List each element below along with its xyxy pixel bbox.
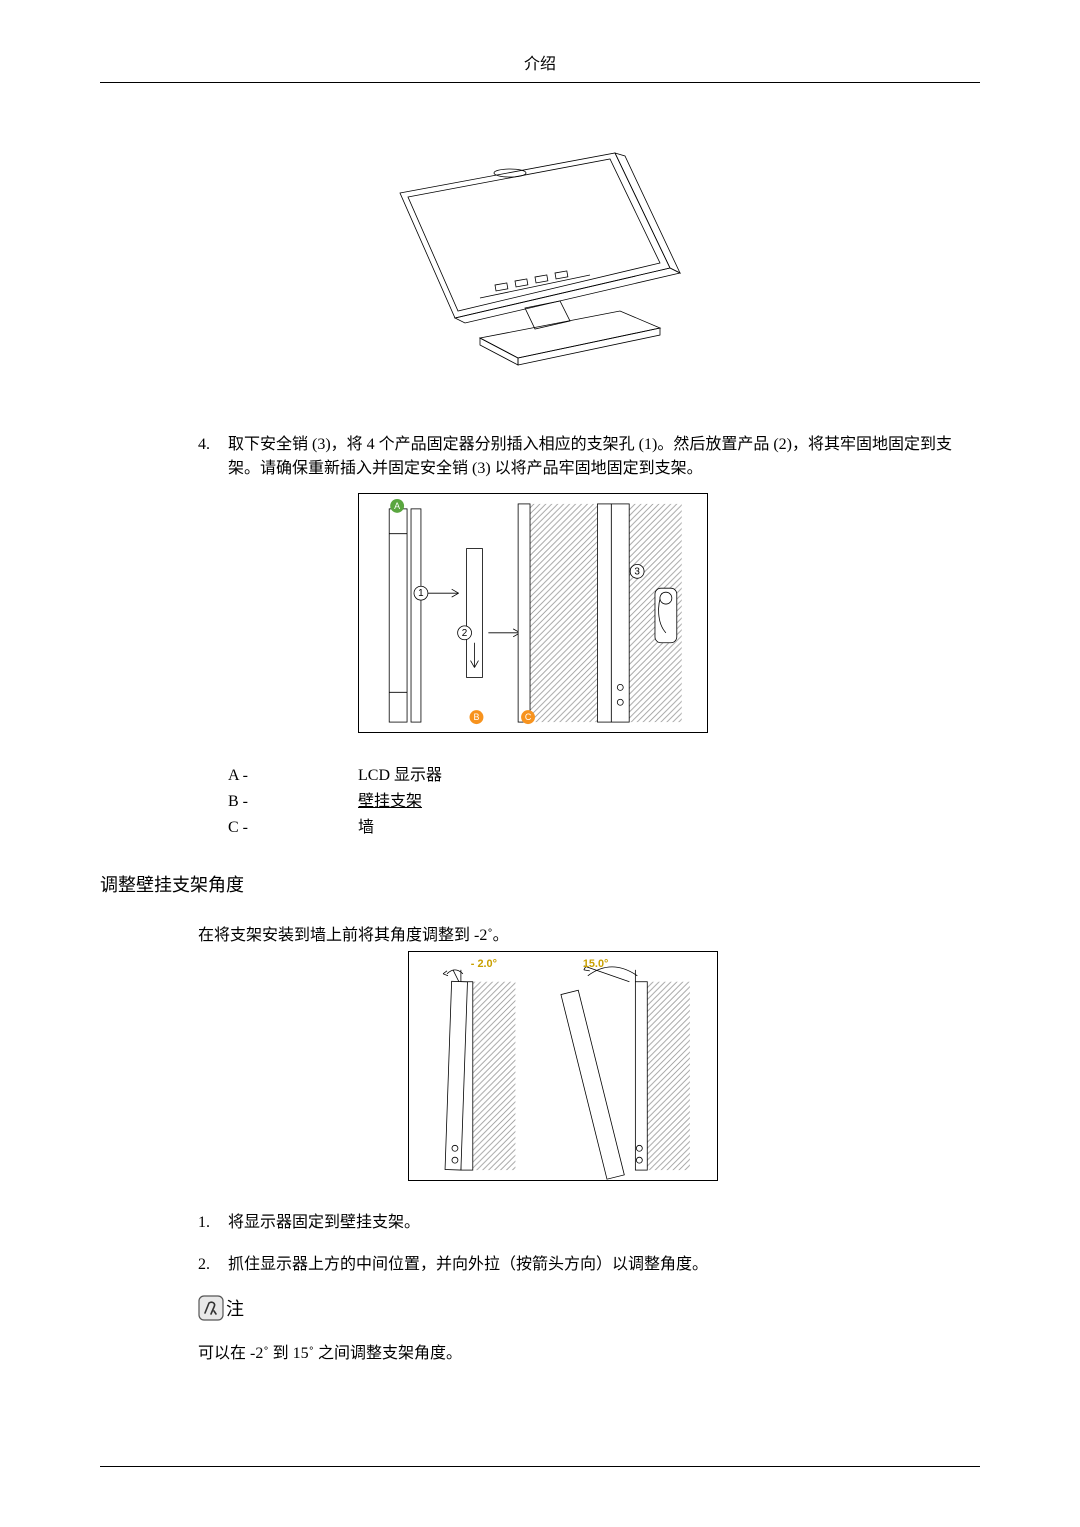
figure-3-container: - 2.0° 15.0° xyxy=(228,951,980,1181)
legend-row: C - 墙 xyxy=(228,815,980,841)
legend-val-c: 墙 xyxy=(358,815,374,841)
legend-val-b: 壁挂支架 xyxy=(358,789,422,815)
angle-step-1: 1. 将显示器固定到壁挂支架。 xyxy=(198,1211,980,1235)
note-icon xyxy=(198,1295,224,1321)
note-body: 可以在 -2˚ 到 15˚ 之间调整支架角度。 xyxy=(198,1339,980,1363)
legend-row: A - LCD 显示器 xyxy=(228,763,980,789)
step-text: 抓住显示器上方的中间位置，并向外拉（按箭头方向）以调整角度。 xyxy=(228,1253,708,1277)
step-text: 将显示器固定到壁挂支架。 xyxy=(228,1211,420,1235)
page-header: 介绍 xyxy=(100,50,980,83)
svg-text:C: C xyxy=(525,712,532,722)
legend-row: B - 壁挂支架 xyxy=(228,789,980,815)
legend-val-a: LCD 显示器 xyxy=(358,763,442,789)
note-header: 注 xyxy=(198,1295,980,1321)
note-label: 注 xyxy=(226,1295,244,1321)
step-4-num: 4. xyxy=(198,433,228,481)
figure-monitor-isometric xyxy=(360,133,720,393)
footer-rule xyxy=(100,1466,980,1467)
legend: A - LCD 显示器 B - 壁挂支架 C - 墙 xyxy=(228,763,980,841)
figure-bracket-assembly: 1 2 3 A B C xyxy=(358,493,708,733)
svg-text:2: 2 xyxy=(462,628,468,639)
step-num: 1. xyxy=(198,1211,228,1235)
step-num: 2. xyxy=(198,1253,228,1277)
page-title: 介绍 xyxy=(524,56,556,73)
angle-steps: 1. 将显示器固定到壁挂支架。 2. 抓住显示器上方的中间位置，并向外拉（按箭头… xyxy=(100,1211,980,1277)
legend-key-c: C - xyxy=(228,815,358,841)
svg-text:1: 1 xyxy=(418,588,424,599)
figure-angle-range: - 2.0° 15.0° xyxy=(408,951,718,1181)
angle-step-2: 2. 抓住显示器上方的中间位置，并向外拉（按箭头方向）以调整角度。 xyxy=(198,1253,980,1277)
svg-text:B: B xyxy=(473,712,479,722)
angle-intro: 在将支架安装到墙上前将其角度调整到 -2˚。 xyxy=(198,921,980,945)
step-4: 4. 取下安全销 (3)，将 4 个产品固定器分别插入相应的支架孔 (1)。然后… xyxy=(198,433,980,481)
step-4-text: 取下安全销 (3)，将 4 个产品固定器分别插入相应的支架孔 (1)。然后放置产… xyxy=(228,433,980,481)
angle-label-right: 15.0° xyxy=(583,958,609,970)
svg-text:A: A xyxy=(394,501,400,511)
svg-text:3: 3 xyxy=(634,566,640,577)
figure-2-container: 1 2 3 A B C xyxy=(228,493,980,733)
angle-label-left: - 2.0° xyxy=(471,958,497,970)
legend-key-a: A - xyxy=(228,763,358,789)
legend-key-b: B - xyxy=(228,789,358,815)
heading-angle-adjust: 调整壁挂支架角度 xyxy=(100,871,980,897)
